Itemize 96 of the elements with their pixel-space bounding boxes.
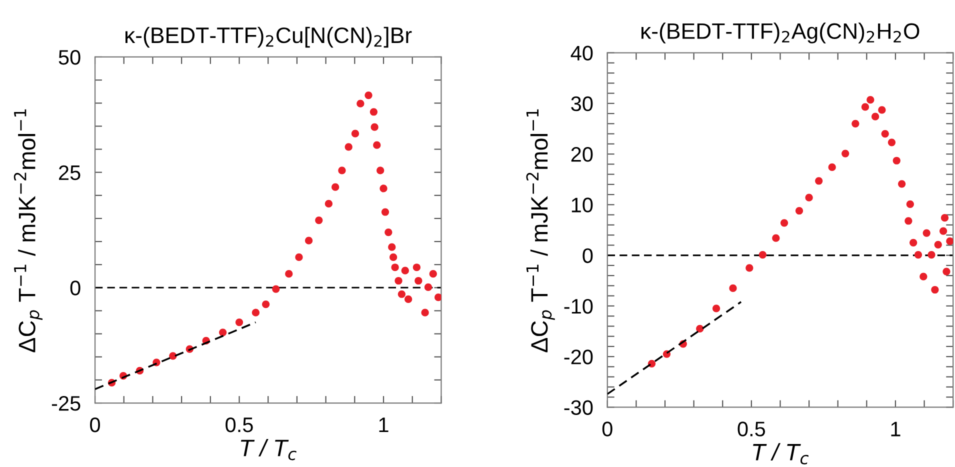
point [696, 324, 704, 333]
point [712, 304, 720, 312]
point [388, 243, 396, 251]
point [285, 270, 293, 278]
point [219, 328, 227, 336]
point [861, 103, 870, 111]
point [344, 143, 352, 151]
point [746, 264, 754, 272]
point [394, 276, 402, 285]
point [235, 318, 244, 326]
point [852, 120, 860, 128]
y-axis-title: ΔC$_{p}$ T$^{−1}$ / mJK$^{−2}$mol$^{−1}$ [14, 109, 43, 352]
point [434, 294, 442, 302]
point [338, 166, 346, 174]
y-tick-label: 50 [58, 50, 80, 65]
point [939, 227, 948, 235]
point [412, 264, 420, 272]
point [391, 264, 399, 272]
point [404, 295, 412, 304]
x-tick-label: 0 [602, 422, 612, 436]
point [934, 240, 942, 248]
point [922, 229, 930, 237]
point [421, 308, 429, 316]
chart-title: κ-(BEDT-TTF)$_{2}$Cu[N(CN)$_{2}$]Br [126, 26, 412, 48]
point [356, 100, 364, 108]
point [370, 123, 378, 131]
point [842, 150, 850, 158]
point [414, 276, 422, 285]
point [429, 270, 437, 278]
point [380, 184, 388, 192]
point [381, 208, 390, 216]
y-tick-label: 30 [571, 96, 593, 112]
point [262, 300, 270, 308]
point [906, 200, 914, 208]
point [729, 284, 737, 292]
point [795, 206, 804, 215]
y-tick-label: 20 [571, 147, 593, 162]
y-tick-label: 25 [59, 165, 80, 180]
point [376, 166, 384, 174]
x-tick-label: 1 [891, 422, 900, 436]
point [931, 286, 939, 294]
point [424, 283, 432, 292]
point [946, 237, 954, 245]
y-tick-label: -25 [52, 396, 80, 411]
point [942, 268, 950, 276]
point [401, 266, 409, 274]
y-axis-title: ΔC$_{p}$ T$^{−1}$ / mJK$^{−2}$mol$^{−1}$ [526, 109, 555, 352]
y-tick-label: -20 [564, 350, 593, 364]
point [881, 130, 889, 138]
point [272, 285, 280, 293]
x-axis-title: T / T$_{c}$ [753, 443, 809, 464]
point [828, 163, 836, 172]
x-tick-label: 0 [90, 417, 100, 432]
point [780, 219, 788, 227]
point [252, 308, 260, 316]
point [370, 108, 378, 116]
y-tick-label: -10 [564, 298, 593, 314]
point [888, 138, 896, 146]
x-tick-label: 0.5 [226, 417, 253, 432]
point [872, 112, 880, 120]
point [295, 253, 303, 262]
point [805, 194, 813, 202]
point [332, 183, 340, 191]
x-tick-label: 0.5 [738, 422, 766, 436]
point [910, 238, 918, 246]
point [169, 352, 177, 360]
point [390, 253, 398, 262]
chart-title: κ-(BEDT-TTF)$_{2}$Ag(CN)$_{2}$H$_{2}$O [642, 22, 920, 44]
x-axis-title: T / T$_{c}$ [240, 438, 296, 460]
y-tick-label: 0 [582, 248, 593, 264]
point [398, 290, 406, 298]
y-tick-label: -30 [564, 400, 593, 415]
point [772, 234, 780, 242]
point [384, 228, 392, 236]
point [364, 91, 372, 100]
point [373, 141, 381, 149]
point [648, 360, 656, 368]
y-tick-label: 10 [572, 198, 593, 212]
x-tick-label: 1 [379, 418, 388, 432]
point [898, 180, 906, 188]
point [866, 96, 874, 104]
y-tick-label: 0 [70, 280, 80, 296]
point [351, 130, 360, 138]
point [920, 272, 928, 280]
point [315, 216, 323, 224]
point [815, 177, 823, 185]
point [940, 214, 949, 222]
point [914, 251, 922, 259]
point [904, 217, 912, 225]
point [878, 106, 886, 114]
point [304, 236, 313, 244]
point [928, 251, 936, 259]
point [892, 156, 900, 164]
point [324, 200, 332, 208]
point [758, 251, 766, 259]
y-tick-label: 40 [570, 46, 593, 61]
